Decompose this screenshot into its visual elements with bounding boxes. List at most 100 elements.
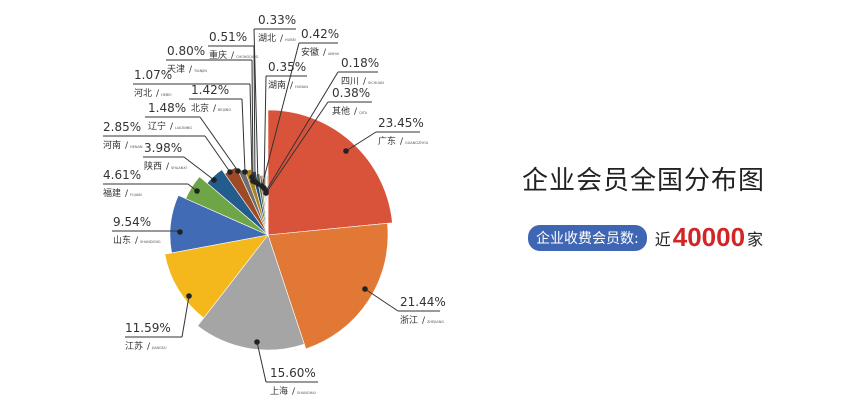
leader-line <box>253 28 259 185</box>
region-pinyin: TIANJIN <box>193 69 207 73</box>
region-pinyin: HENAN <box>130 145 143 149</box>
slice-label-fujian: 4.61% 福建 / FUJIAN <box>103 168 200 199</box>
slice-label-hubei: 0.33%湖北 / HUBEI <box>253 13 296 187</box>
slice-label-liaoning: 1.48%辽宁 / LIAONING <box>145 101 241 174</box>
percent-label: 0.35% <box>268 60 306 74</box>
separator: / <box>363 77 367 87</box>
percent-label: 23.45% <box>378 116 424 130</box>
slice-label-zhejiang: 21.44% 浙江 / ZHEJIANG <box>362 286 446 326</box>
region-name: 广东 <box>378 135 396 147</box>
region-pinyin: ANHUI <box>328 52 339 56</box>
slice-label-anhui: 0.42%安徽 / ANHUI <box>259 27 339 189</box>
slice-label-qita: 0.38% 其他 / QITA <box>263 86 372 196</box>
separator: / <box>156 89 160 99</box>
region-pinyin: JIANGSU <box>151 346 167 350</box>
percent-label: 0.51% <box>209 30 247 44</box>
leader-dot <box>235 168 241 174</box>
region-name: 湖北 <box>258 33 276 44</box>
leader-line <box>249 83 253 178</box>
separator: / <box>189 65 193 75</box>
separator: / <box>354 107 358 117</box>
percent-label: 11.59% <box>125 321 171 335</box>
percent-label: 1.42% <box>191 83 229 97</box>
separator: / <box>170 122 174 132</box>
leader-line <box>261 42 300 187</box>
percent-label: 0.38% <box>332 86 370 100</box>
slice-label-shandong: 9.54% 山东 / SHANDONG <box>112 215 183 246</box>
leader-line <box>265 101 329 194</box>
page-title: 企业会员全国分布图 <box>522 166 766 196</box>
pie-slice-shandong <box>169 195 270 254</box>
percent-label: 15.60% <box>270 366 316 380</box>
leader-line <box>204 135 231 173</box>
region-pinyin: HEBEI <box>161 93 172 97</box>
region-name: 山东 <box>113 234 131 246</box>
region-pinyin: HUNAN <box>295 85 308 89</box>
separator: / <box>213 104 217 114</box>
leader-dot <box>343 148 349 154</box>
percent-label: 2.85% <box>103 120 141 134</box>
region-pinyin: ZHEJIANG <box>427 320 444 324</box>
separator: / <box>125 141 129 151</box>
count-prefix: 近 <box>654 229 671 249</box>
leader-line <box>364 288 399 312</box>
slice-label-shaanxi: 3.98% 陕西 / SHAANXI <box>143 141 217 183</box>
count-unit: 家 <box>747 229 764 249</box>
slice-label-hunan: 0.35% 湖南 / HUNAN <box>261 60 308 191</box>
pie-slice-shanghai <box>197 234 305 351</box>
region-pinyin: FUJIAN <box>130 193 142 197</box>
region-pinyin: CHONGQING <box>236 55 259 59</box>
region-pinyin: SHANGHAI <box>297 391 316 395</box>
separator: / <box>125 189 129 199</box>
leader-line <box>263 75 267 189</box>
slice-label-shanghai: 15.60% 上海 / SHANGHAI <box>254 339 318 397</box>
slice-label-beijing: 1.42% 北京 / BEIJING <box>189 83 248 175</box>
slice-label-tianjin: 0.80%天津 / TIANJIN <box>166 44 256 184</box>
leader-dot <box>177 229 183 235</box>
leader-dot <box>242 169 248 175</box>
leader-dot <box>211 177 217 183</box>
percent-label: 21.44% <box>400 295 446 309</box>
region-pinyin: LIAONING <box>175 126 192 130</box>
region-pinyin: BEIJING <box>218 108 231 112</box>
separator: / <box>323 48 327 58</box>
region-name: 其他 <box>332 105 350 117</box>
separator: / <box>135 236 139 246</box>
leader-dot <box>254 339 260 345</box>
region-name: 江苏 <box>125 340 143 352</box>
region-name: 河南 <box>103 139 121 151</box>
leader-line <box>256 341 267 383</box>
leader-line <box>181 295 190 338</box>
leader-line <box>183 156 215 181</box>
region-pinyin: HUBEI <box>285 38 296 42</box>
separator: / <box>292 387 296 397</box>
member-count-row: 企业收费会员数: 近 40000 家 <box>528 222 763 253</box>
leader-dot <box>186 293 192 299</box>
region-name: 天津 <box>167 64 185 75</box>
percent-label: 4.61% <box>103 168 141 182</box>
slice-label-henan: 2.85%河南 / HENAN <box>103 120 233 175</box>
region-name: 辽宁 <box>148 120 166 132</box>
separator: / <box>166 162 170 172</box>
region-name: 浙江 <box>400 314 418 326</box>
region-pinyin: SHAANXI <box>171 166 187 170</box>
leader-line <box>241 98 246 173</box>
leader-dot <box>194 188 200 194</box>
separator: / <box>231 51 235 61</box>
separator: / <box>290 81 294 91</box>
region-pinyin: SICHUAN <box>368 81 384 85</box>
leader-line <box>253 45 256 183</box>
pie-slice-guangzhou <box>267 109 393 236</box>
leader-line <box>265 71 339 192</box>
region-name: 北京 <box>191 102 209 114</box>
percent-label: 1.07% <box>134 68 172 82</box>
region-name: 重庆 <box>209 49 227 61</box>
separator: / <box>280 34 284 44</box>
region-pinyin: SHANDONG <box>140 240 161 244</box>
region-name: 河北 <box>134 87 152 99</box>
percent-label: 0.18% <box>341 56 379 70</box>
region-pinyin: QITA <box>359 111 368 115</box>
slice-label-hebei: 1.07%河北 / HEBEI <box>133 68 255 180</box>
slice-label-guangzhou: 23.45% 广东 / GUANGZHOU <box>343 116 429 154</box>
